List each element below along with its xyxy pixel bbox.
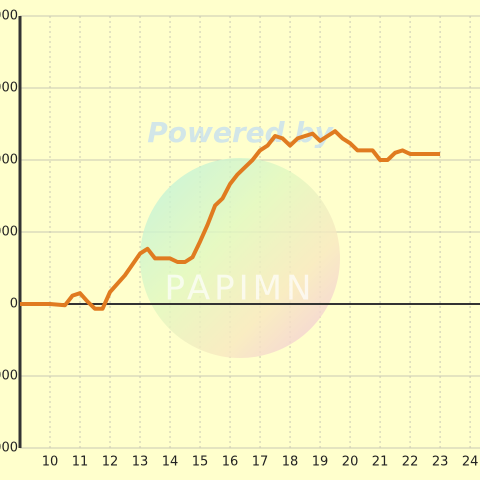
x-tick-label: 24 (462, 455, 479, 470)
data-line (20, 129, 441, 311)
x-tick-label: 22 (402, 455, 419, 470)
y-tick-label: 12,000 (0, 9, 18, 24)
x-tick-label: 19 (312, 455, 329, 470)
x-tick-label: 13 (132, 455, 149, 470)
plot: -6,000 -3,000 0 3,000 6,000 9,000 12,000 10 11 12… (0, 9, 480, 470)
y-tick-label: 0 (10, 297, 18, 312)
x-tick-label: 14 (162, 455, 179, 470)
x-tick-label: 20 (342, 455, 359, 470)
y-tick-label: 3,000 (0, 225, 18, 240)
y-tick-label: 9,000 (0, 81, 18, 96)
x-tick-label: 10 (42, 455, 59, 470)
x-tick-label: 23 (432, 455, 449, 470)
watermark-text: PAPIMN (165, 269, 316, 309)
y-tick-label: 6,000 (0, 153, 18, 168)
x-tick-label: 18 (282, 455, 299, 470)
watermark-logo (140, 158, 340, 358)
y-tick-label: -6,000 (0, 441, 18, 456)
y-tick-label: -3,000 (0, 369, 18, 384)
x-tick-label: 15 (192, 455, 209, 470)
x-tick-label: 21 (372, 455, 389, 470)
x-tick-label: 11 (72, 455, 89, 470)
x-tick-label: 12 (102, 455, 119, 470)
x-tick-label: 17 (252, 455, 269, 470)
x-tick-label: 16 (222, 455, 239, 470)
watermark-text: Powered by (147, 116, 334, 149)
